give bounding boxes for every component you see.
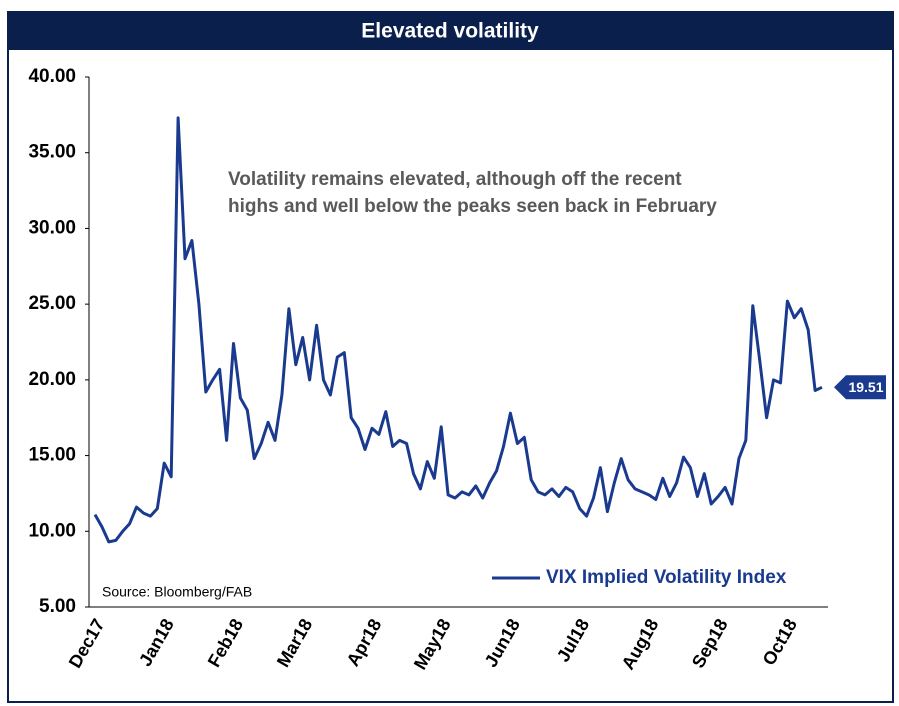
y-tick-label: 35.00 xyxy=(28,142,76,163)
annotation-line: highs and well below the peaks seen back… xyxy=(228,196,717,217)
chart-title: Elevated volatility xyxy=(361,20,539,43)
title-bar xyxy=(8,12,893,50)
y-tick-label: 40.00 xyxy=(28,66,76,87)
callout-label: 19.51 xyxy=(848,379,883,395)
y-tick-label: 10.00 xyxy=(28,520,76,541)
annotation: Volatility remains elevated, although of… xyxy=(228,169,717,217)
line-series xyxy=(93,116,823,544)
y-tick-label: 5.00 xyxy=(39,596,76,617)
source-note: Source: Bloomberg/FAB xyxy=(102,584,252,600)
y-tick-label: 15.00 xyxy=(28,445,76,466)
callout-box xyxy=(834,375,886,400)
y-tick-label: 25.00 xyxy=(28,293,76,314)
y-tick-label: 20.00 xyxy=(28,369,76,390)
y-tick-label: 30.00 xyxy=(28,217,76,238)
legend-label: VIX Implied Volatility Index xyxy=(546,567,787,588)
chart-border xyxy=(7,11,894,703)
annotation-line: Volatility remains elevated, although of… xyxy=(228,169,682,190)
